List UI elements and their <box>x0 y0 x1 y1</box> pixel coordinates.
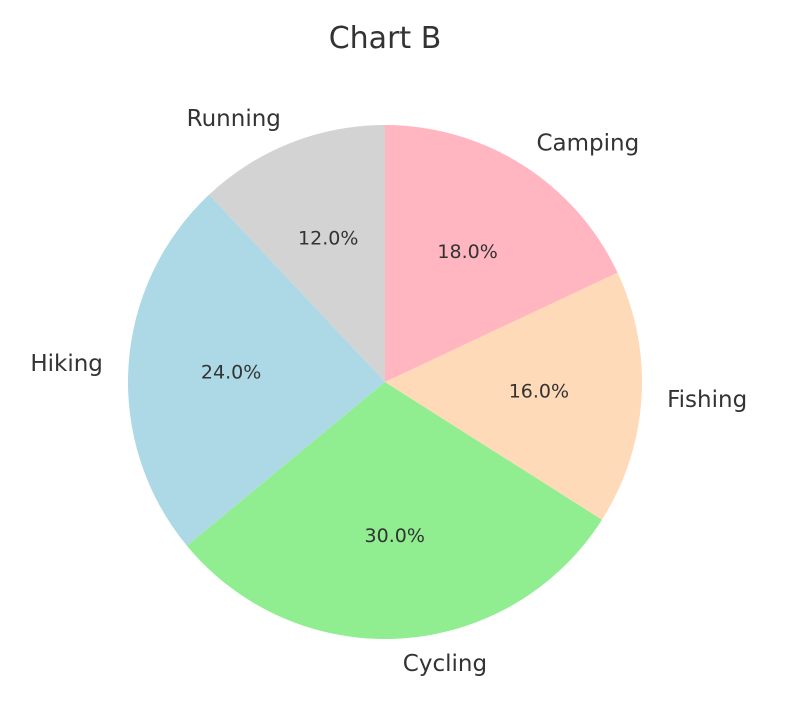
slice-percent-cycling: 30.0% <box>365 525 425 547</box>
slice-percent-running: 12.0% <box>298 228 358 250</box>
pie-slice-hiking <box>128 194 385 546</box>
pie-slice-fishing <box>385 272 643 520</box>
slice-label-cycling: Cycling <box>403 651 487 677</box>
pie-slice-camping <box>385 125 618 382</box>
pie-labels: Running 12.0% Hiking 24.0% Cycling 30.0% Fishi… <box>30 106 747 677</box>
chart-title: Chart B <box>329 21 442 56</box>
slice-percent-fishing: 16.0% <box>509 381 569 403</box>
pie-slice-running <box>209 125 385 382</box>
pie-slice-cycling <box>186 382 602 639</box>
slice-label-running: Running <box>187 106 281 132</box>
slice-label-fishing: Fishing <box>667 387 747 413</box>
slice-percent-hiking: 24.0% <box>201 361 261 383</box>
slice-label-camping: Camping <box>537 130 640 156</box>
slice-percent-camping: 18.0% <box>437 241 497 263</box>
slice-label-hiking: Hiking <box>30 351 103 377</box>
pie-slices <box>128 125 643 639</box>
